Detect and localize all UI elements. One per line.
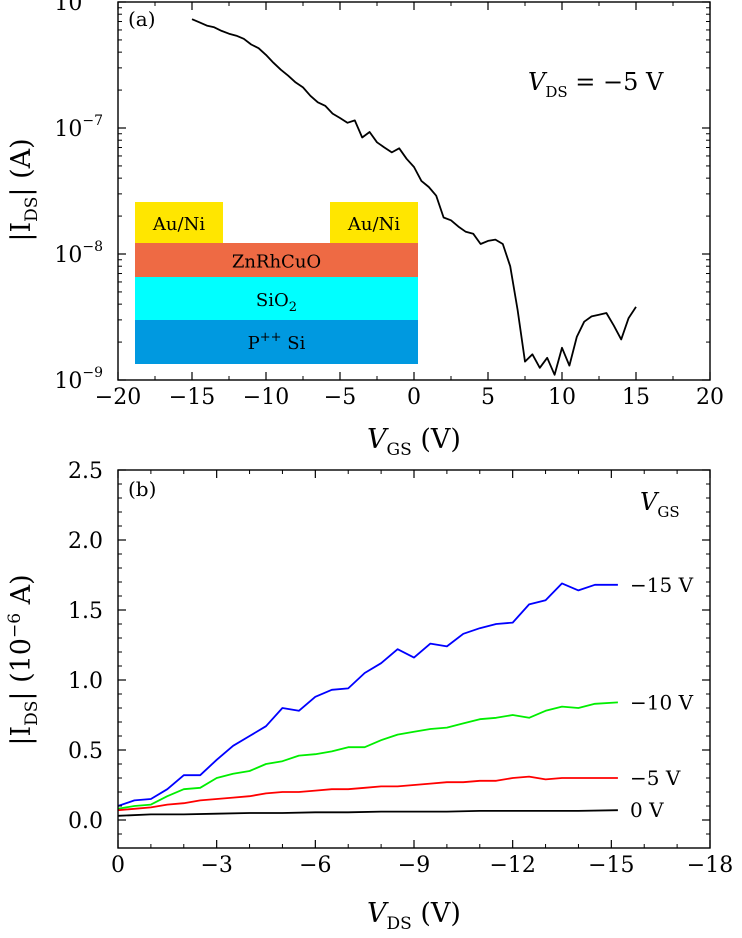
x-tick-label: −9 [398,853,430,878]
panel-a-x-axis-label: VGS (V) [367,424,461,460]
y-tick-label: 1.5 [68,599,103,624]
y-tick-label: 2.0 [68,529,103,554]
p-si-substrate-label: P++ Si [248,330,306,354]
x-tick-label: −15 [169,385,215,410]
output-curve-line [117,582,618,807]
x-tick-label: 0 [407,385,421,410]
x-tick-label: 10 [548,385,576,410]
curve-label: −10 V [630,690,694,714]
x-tick-label: −6 [299,853,331,878]
output-curve-line [117,809,618,817]
p-si-substrate [135,320,418,364]
y-tick-label: 10−6 [54,0,103,16]
x-tick-label: 0 [111,853,125,878]
transfer-curve-line [191,18,637,376]
x-tick-label: −20 [95,385,141,410]
output-curve-line [117,701,618,810]
sio2-layer-label: SiO2 [256,290,297,315]
panel-a-ticks: −20 −15 −10 −5 0 5 10 15 20 10−6 10−7 10−8 10−9 [54,0,724,410]
sio2-layer [135,277,418,321]
panel-a-y-axis-label: |IDS| (A) [6,138,42,241]
x-tick-label: −5 [324,385,356,410]
panel-b-label: (b) [128,477,156,501]
vds-annotation: VDS = −5 V [528,68,664,101]
panel-a-label: (a) [128,7,156,31]
x-tick-label: −15 [588,853,634,878]
output-curve-line [117,775,618,812]
y-tick-label: 10−7 [54,113,103,142]
x-tick-label: −18 [687,853,733,878]
y-tick-label: 0.5 [68,739,103,764]
device-structure-inset: Au/Ni Au/Ni ZnRhCuO SiO2 P++ Si [135,202,418,364]
x-tick-label: 20 [696,385,724,410]
x-tick-label: 5 [481,385,495,410]
panel-b-x-axis-label: VDS (V) [367,898,461,934]
x-tick-label: −12 [489,853,535,878]
panel-b-ticks: 0 −3 −6 −9 −12 −15 −18 0.0 0.5 1.0 1.5 2.0 2.5 [68,459,733,878]
au-ni-contact-left [135,202,223,244]
x-tick-label: 15 [622,385,650,410]
vgs-legend-title: VGS [640,488,680,521]
panel-a-curves [191,18,637,376]
panel-b-frame [117,469,711,849]
curve-label: −15 V [630,573,694,597]
au-ni-contact-right-label: Au/Ni [347,214,400,235]
panel-b-chart: 0 −3 −6 −9 −12 −15 −18 0.0 0.5 1.0 1.5 2.0 2.5 −15 V… [5,459,733,934]
curve-label: −5 V [630,766,681,790]
au-ni-contact-left-label: Au/Ni [152,214,205,235]
x-tick-label: −10 [243,385,289,410]
y-tick-label: 10−8 [54,239,103,268]
panel-b-curve-labels: −15 V −10 V −5 V 0 V [630,573,694,822]
panel-a-chart: Au/Ni Au/Ni ZnRhCuO SiO2 P++ Si −20 −15 −10 −5 0… [6,0,724,460]
znrhcuo-layer [135,243,418,278]
panel-b-curves [117,582,618,817]
y-tick-label: 10−9 [54,365,103,394]
x-tick-label: −3 [200,853,232,878]
panel-b-y-axis-label: |IDS| (10−6 A) [5,574,42,745]
curve-label: 0 V [630,798,664,822]
y-tick-label: 0.0 [68,809,103,834]
panel-a-frame [117,1,711,381]
y-tick-label: 2.5 [68,459,103,484]
y-tick-label: 1.0 [68,669,103,694]
au-ni-contact-right [330,202,418,244]
znrhcuo-layer-label: ZnRhCuO [232,252,321,273]
